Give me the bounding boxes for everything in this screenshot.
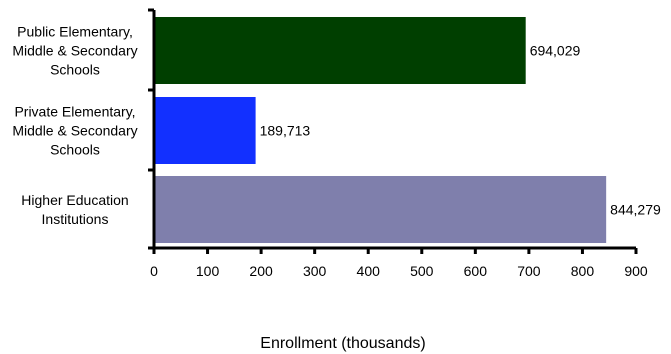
category-label-line: Middle & Secondary — [12, 123, 137, 139]
x-tick-label-300: 300 — [303, 263, 327, 279]
x-tick-label-100: 100 — [196, 263, 220, 279]
bars-group — [154, 17, 607, 243]
x-tick-label-500: 500 — [410, 263, 434, 279]
category-label-line: Schools — [50, 142, 100, 158]
category-label-line: Middle & Secondary — [12, 43, 137, 59]
bar-2 — [154, 97, 256, 164]
category-label-line: Schools — [50, 62, 100, 78]
category-label-line: Private Elementary, — [14, 104, 135, 120]
x-tick-label-900: 900 — [624, 263, 648, 279]
category-label-line: Institutions — [42, 211, 109, 227]
value-label-2: 189,713 — [260, 123, 311, 139]
x-tick-label-200: 200 — [249, 263, 273, 279]
bar-1 — [154, 17, 526, 84]
bar-3 — [154, 176, 607, 243]
category-label-1: Public Elementary, Middle & Secondary Scho… — [12, 24, 137, 78]
value-label-1: 694,029 — [530, 43, 581, 59]
axes-group: 0 100 200 300 400 500 600 700 800 900 — [148, 8, 648, 279]
value-label-3: 844,279 — [610, 202, 661, 218]
category-label-line: Higher Education — [21, 192, 128, 208]
x-tick-label-0: 0 — [150, 263, 158, 279]
x-tick-label-800: 800 — [571, 263, 595, 279]
category-label-2: Private Elementary, Middle & Secondary Sch… — [12, 104, 137, 158]
category-labels-group: Public Elementary, Middle & Secondary Scho… — [12, 24, 137, 228]
category-label-line: Public Elementary, — [17, 24, 133, 40]
x-axis-title: Enrollment (thousands) — [260, 335, 425, 352]
category-label-3: Higher Education Institutions — [21, 192, 128, 227]
x-tick-label-700: 700 — [517, 263, 541, 279]
x-tick-label-600: 600 — [464, 263, 488, 279]
x-tick-label-400: 400 — [357, 263, 381, 279]
value-labels-group: 694,029 189,713 844,279 — [260, 43, 661, 218]
